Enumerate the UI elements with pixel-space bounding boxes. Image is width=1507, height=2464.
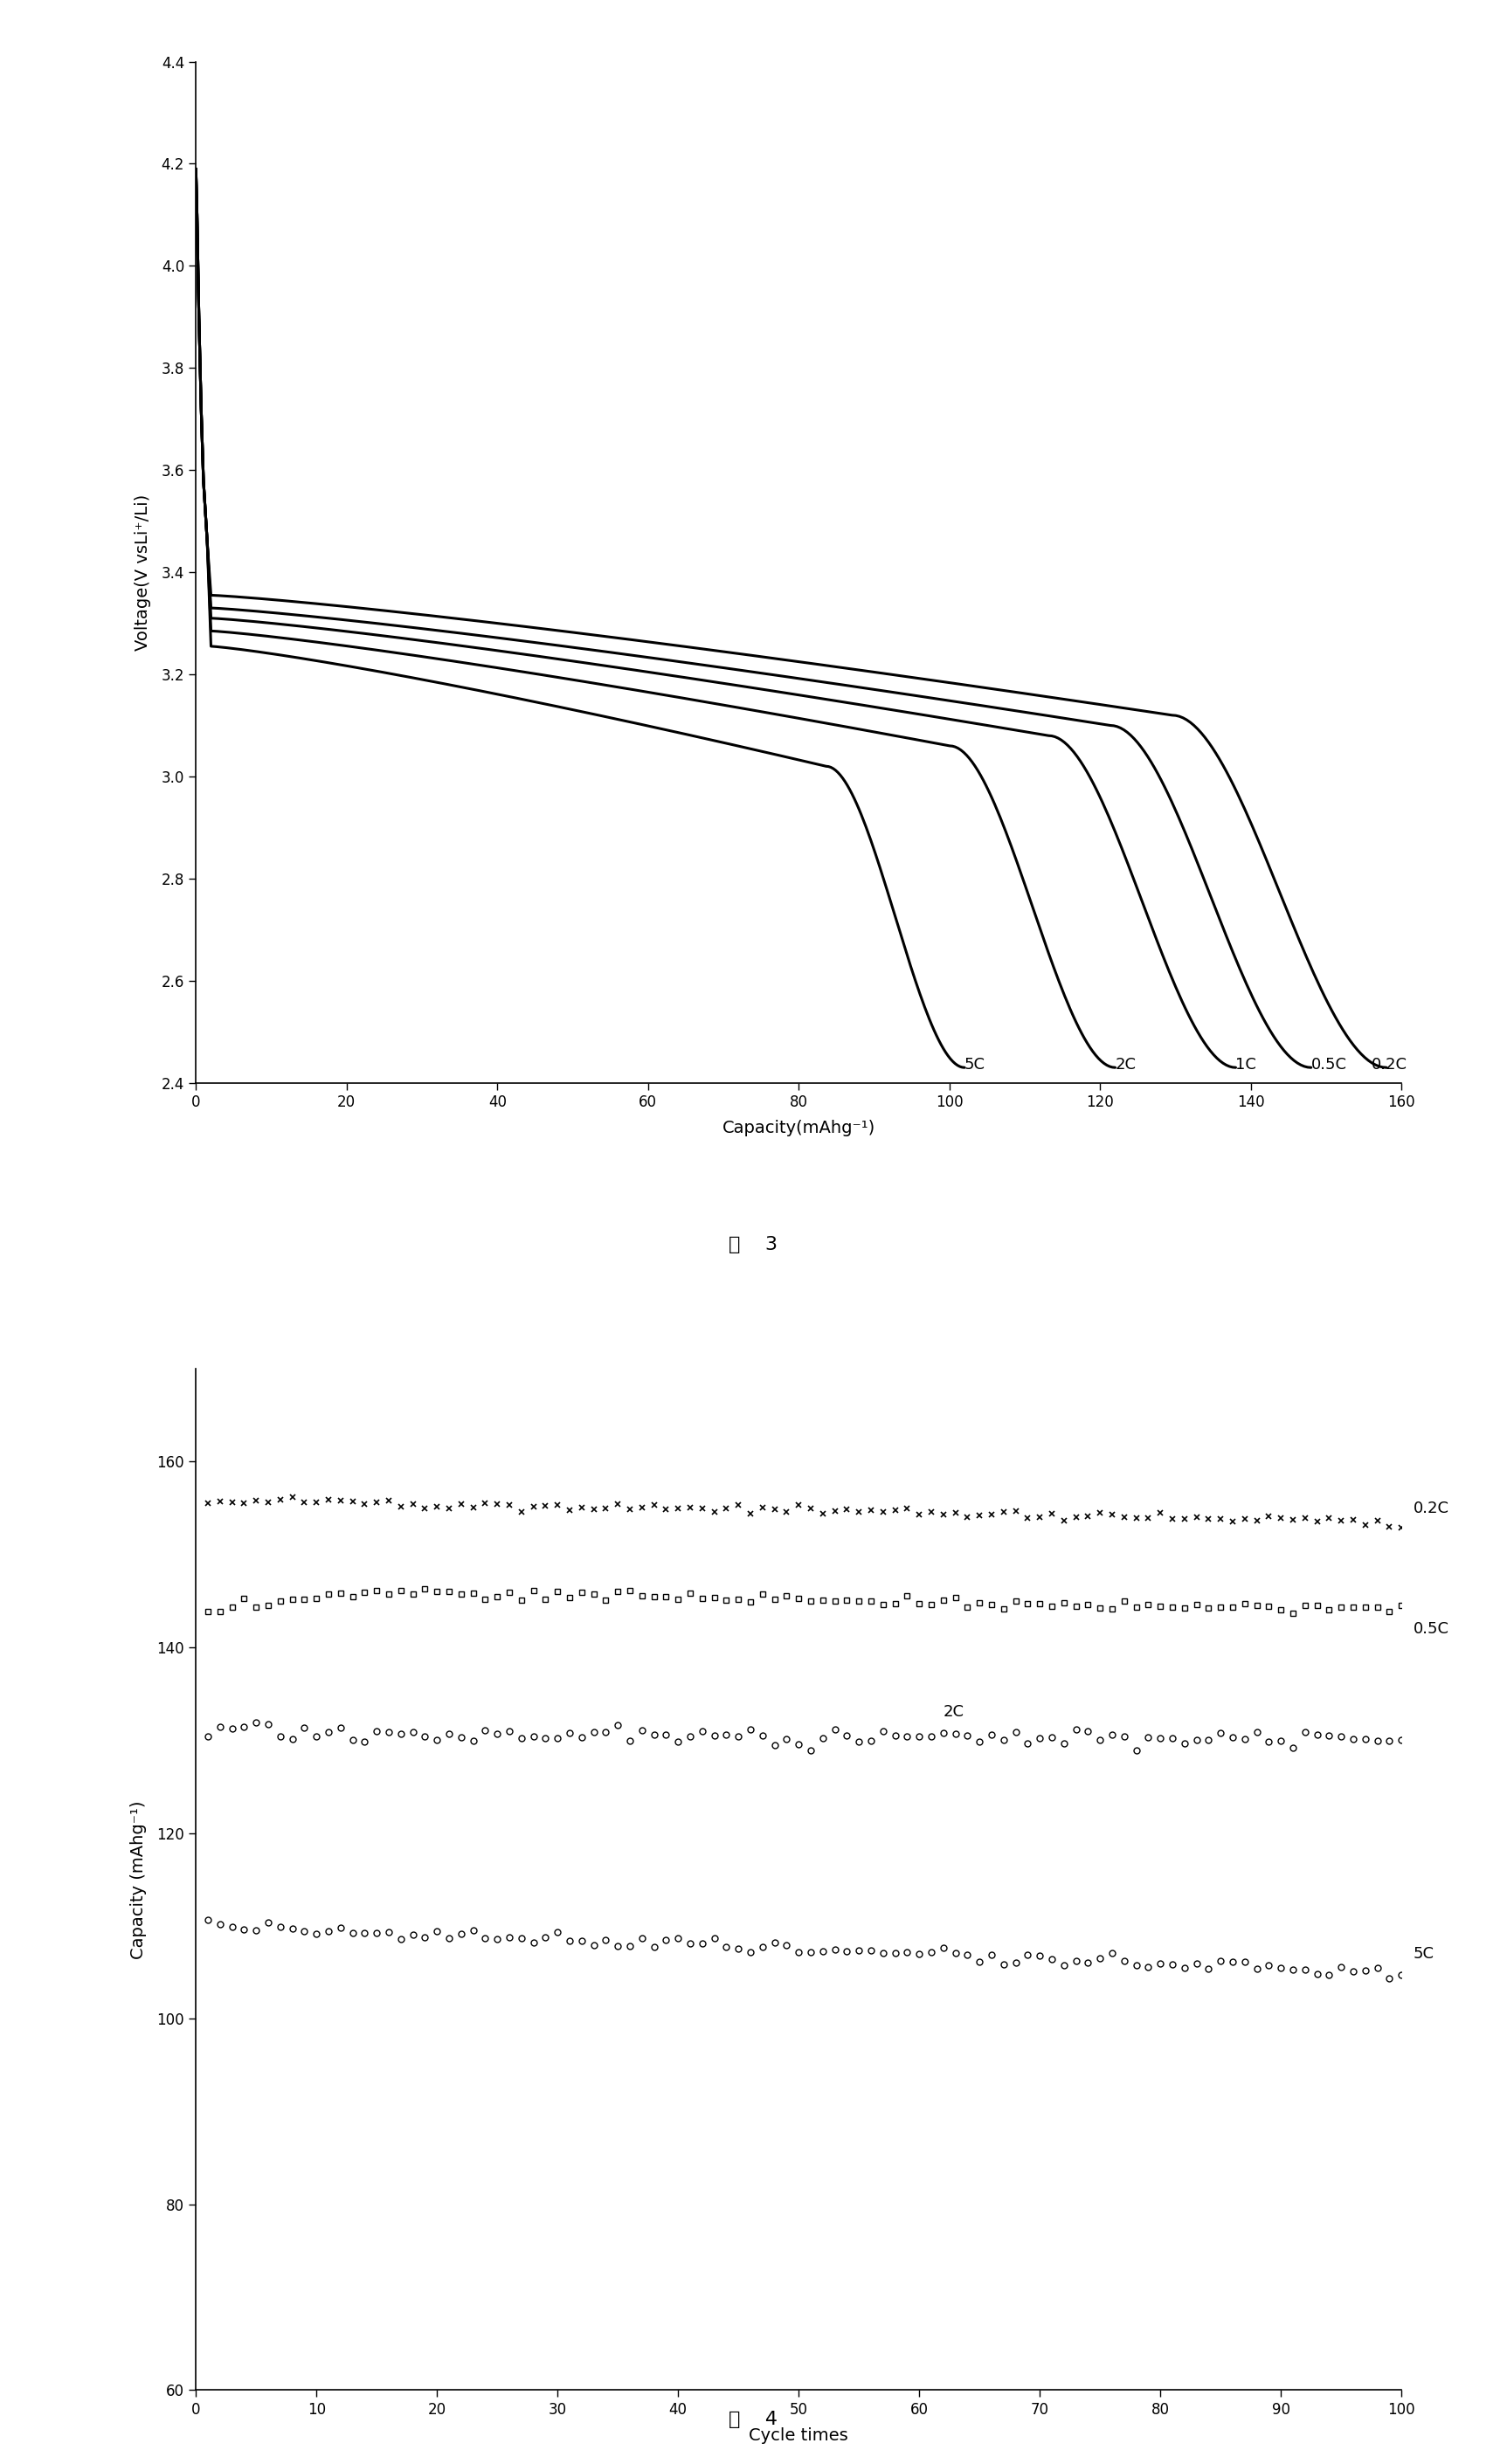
X-axis label: Capacity(mAhg⁻¹): Capacity(mAhg⁻¹) bbox=[722, 1119, 876, 1136]
Text: 2C: 2C bbox=[943, 1705, 964, 1720]
Text: 2C: 2C bbox=[1115, 1057, 1136, 1072]
Text: 图    3: 图 3 bbox=[729, 1234, 778, 1254]
X-axis label: Cycle times: Cycle times bbox=[749, 2427, 848, 2444]
Text: 5C: 5C bbox=[964, 1057, 986, 1072]
Text: 0.2C: 0.2C bbox=[1414, 1501, 1450, 1515]
Y-axis label: Capacity (mAhg⁻¹): Capacity (mAhg⁻¹) bbox=[130, 1801, 148, 1959]
Text: 0.2C: 0.2C bbox=[1371, 1057, 1408, 1072]
Text: 5C: 5C bbox=[1414, 1947, 1435, 1961]
Text: 1C: 1C bbox=[1236, 1057, 1257, 1072]
Text: 0.5C: 0.5C bbox=[1414, 1621, 1450, 1636]
Text: 图    4: 图 4 bbox=[729, 2410, 778, 2430]
Y-axis label: Voltage(V vsLi⁺/Li): Voltage(V vsLi⁺/Li) bbox=[136, 493, 152, 650]
Text: 0.5C: 0.5C bbox=[1311, 1057, 1347, 1072]
